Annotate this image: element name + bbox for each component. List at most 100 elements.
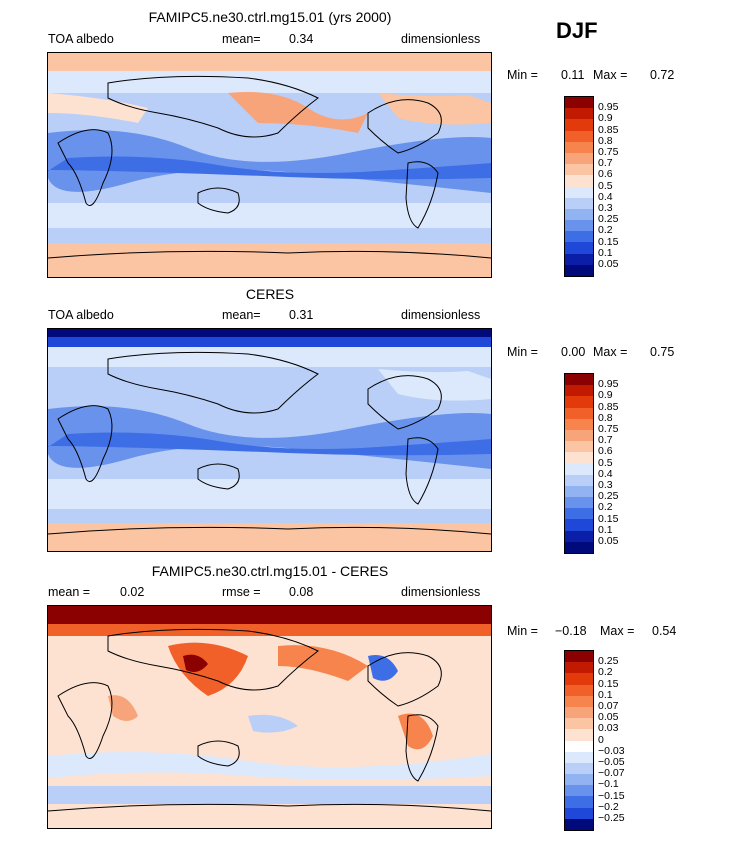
colorbar-segment [565, 463, 593, 475]
panel-2-colorbar [564, 373, 594, 554]
colorbar-segment [565, 729, 593, 741]
colorbar-tick-label: 0.4 [598, 190, 613, 203]
colorbar-tick-label: 0.6 [598, 445, 613, 458]
colorbar-tick-label: 0.95 [598, 101, 619, 114]
colorbar-segment [565, 662, 593, 674]
colorbar-segment [565, 186, 593, 198]
colorbar-tick-label: 0.15 [598, 677, 619, 690]
colorbar-tick-label: −0.07 [598, 767, 625, 780]
panel-3-mean-value: 0.02 [120, 585, 145, 599]
colorbar-tick-label: 0.1 [598, 523, 613, 536]
colorbar-segment [565, 396, 593, 408]
colorbar-segment [565, 762, 593, 775]
panel-3-units: dimensionless [401, 585, 481, 599]
panel-2-mean-value: 0.31 [289, 308, 314, 322]
colorbar-segment [565, 519, 593, 531]
colorbar-tick-label: 0.5 [598, 179, 613, 192]
panel-3-colorbar [564, 650, 594, 831]
panel-2-min-label: Min = [507, 345, 538, 359]
colorbar-tick-label: 0.05 [598, 711, 619, 724]
colorbar-tick-label: −0.1 [598, 778, 619, 791]
panel-2-variable-label: TOA albedo [48, 308, 114, 322]
colorbar-tick-label: 0.3 [598, 479, 613, 491]
panel-2-map [47, 328, 492, 552]
panel-1-colorbar [564, 96, 594, 277]
panel-1-units: dimensionless [401, 32, 481, 46]
panel-3-rmse-label: rmse = [222, 585, 261, 599]
panel-1-mean-label: mean= [222, 32, 261, 46]
colorbar-segment [565, 474, 593, 486]
colorbar-segment [565, 706, 593, 719]
panel-2-map-svg [48, 329, 491, 551]
colorbar-tick-label: 0.6 [598, 168, 613, 181]
panel-1-map [47, 52, 492, 278]
colorbar-segment [565, 141, 593, 153]
colorbar-tick-label: 0.5 [598, 456, 613, 469]
colorbar-tick-label: 0.9 [598, 389, 613, 402]
colorbar-segment [565, 718, 593, 730]
colorbar-segment [565, 97, 593, 109]
colorbar-segment [565, 264, 593, 276]
colorbar-tick-label: 0.9 [598, 112, 613, 125]
colorbar-segment [565, 119, 593, 131]
panel-3-rmse-value: 0.08 [289, 585, 314, 599]
colorbar-segment [565, 253, 593, 265]
colorbar-tick-label: 0.1 [598, 688, 613, 701]
colorbar-tick-label: 0.4 [598, 467, 613, 480]
colorbar-segment [565, 231, 593, 243]
colorbar-segment [565, 418, 593, 430]
colorbar-tick-label: 0.75 [598, 423, 619, 435]
colorbar-segment [565, 673, 593, 685]
panel-2-max-value: 0.75 [650, 345, 675, 359]
panel-3-title: FAMIPC5.ne30.ctrl.mg15.01 - CERES [151, 563, 389, 579]
colorbar-tick-label: 0.05 [598, 258, 619, 270]
panel-3-max-label: Max = [600, 624, 635, 638]
colorbar-segment [565, 175, 593, 187]
panel-1-mean-value: 0.34 [289, 32, 314, 46]
colorbar-tick-label: 0.7 [598, 157, 613, 170]
panel-2-mean-label: mean= [222, 308, 261, 322]
colorbar-segment [565, 818, 593, 830]
season-label: DJF [556, 18, 598, 43]
colorbar-tick-label: 0.25 [598, 490, 619, 503]
colorbar-tick-label: 0.05 [598, 535, 619, 547]
colorbar-tick-label: 0.85 [598, 123, 619, 136]
panel-2-min-value: 0.00 [561, 345, 586, 359]
colorbar-segment [565, 407, 593, 419]
panel-3-min-value: −0.18 [555, 624, 587, 638]
colorbar-tick-label: 0.2 [598, 666, 613, 679]
colorbar-segment [565, 164, 593, 176]
colorbar-tick-label: 0.2 [598, 501, 613, 514]
colorbar-tick-label: −0.05 [598, 756, 625, 768]
colorbar-segment [565, 785, 593, 797]
panel-3-max-value: 0.54 [652, 624, 677, 638]
colorbar-segment [565, 774, 593, 786]
colorbar-tick-label: 0.25 [598, 655, 619, 668]
colorbar-segment [565, 751, 593, 763]
colorbar-segment [565, 651, 593, 663]
colorbar-segment [565, 740, 593, 752]
colorbar-tick-label: 0.7 [598, 434, 613, 447]
colorbar-segment [565, 108, 593, 120]
colorbar-segment [565, 220, 593, 232]
panel-3-map [47, 605, 492, 829]
colorbar-tick-label: 0.3 [598, 202, 613, 214]
colorbar-segment [565, 242, 593, 254]
colorbar-segment [565, 695, 593, 707]
colorbar-segment [565, 197, 593, 209]
colorbar-tick-label: −0.25 [598, 812, 625, 824]
colorbar-segment [565, 485, 593, 498]
colorbar-segment [565, 374, 593, 386]
panel-3-min-label: Min = [507, 624, 538, 638]
colorbar-tick-label: −0.2 [598, 800, 619, 813]
colorbar-tick-label: 0.07 [598, 700, 619, 712]
colorbar-tick-label: 0.1 [598, 246, 613, 259]
colorbar-tick-label: 0 [598, 733, 604, 746]
colorbar-segment [565, 807, 593, 819]
panel-1-max-value: 0.72 [650, 68, 675, 82]
colorbar-segment [565, 385, 593, 397]
colorbar-segment [565, 497, 593, 509]
colorbar-tick-label: −0.15 [598, 789, 625, 802]
panel-1-max-label: Max = [593, 68, 628, 82]
colorbar-segment [565, 429, 593, 442]
